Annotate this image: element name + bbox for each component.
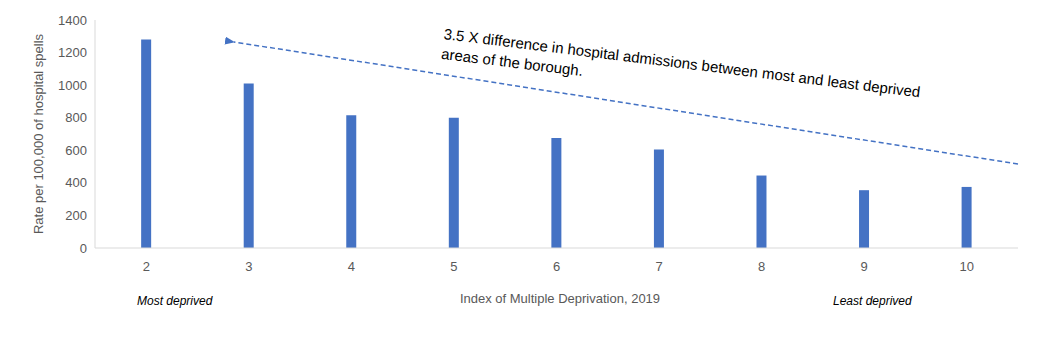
svg-text:1000: 1000 <box>58 78 87 93</box>
html-text:Most deprived: Most deprived <box>137 294 213 308</box>
svg-text:Rate per 100,000 of hospital s: Rate per 100,000 of hospital spells <box>31 33 46 234</box>
svg-text:600: 600 <box>65 143 87 158</box>
svg-text:4: 4 <box>348 259 355 274</box>
html-text:Least deprived: Least deprived <box>833 294 912 308</box>
svg-text:7: 7 <box>655 259 662 274</box>
svg-text:6: 6 <box>553 259 560 274</box>
svg-text:8: 8 <box>758 259 765 274</box>
svg-text:2: 2 <box>143 259 150 274</box>
html-text:3.5 X difference in hospital a: 3.5 X difference in hospital admissions … <box>440 25 922 101</box>
svg-text:0: 0 <box>80 241 87 256</box>
svg-text:200: 200 <box>65 208 87 223</box>
svg-text:3: 3 <box>245 259 252 274</box>
svg-text:9: 9 <box>861 259 868 274</box>
svg-text:1200: 1200 <box>58 45 87 60</box>
svg-text:400: 400 <box>65 175 87 190</box>
svg-text:1400: 1400 <box>58 13 87 28</box>
html-text:Index of Multiple Deprivation,: Index of Multiple Deprivation, 2019 <box>459 291 661 306</box>
svg-text:800: 800 <box>65 110 87 125</box>
svg-text:10: 10 <box>959 259 973 274</box>
svg-text:5: 5 <box>450 259 457 274</box>
